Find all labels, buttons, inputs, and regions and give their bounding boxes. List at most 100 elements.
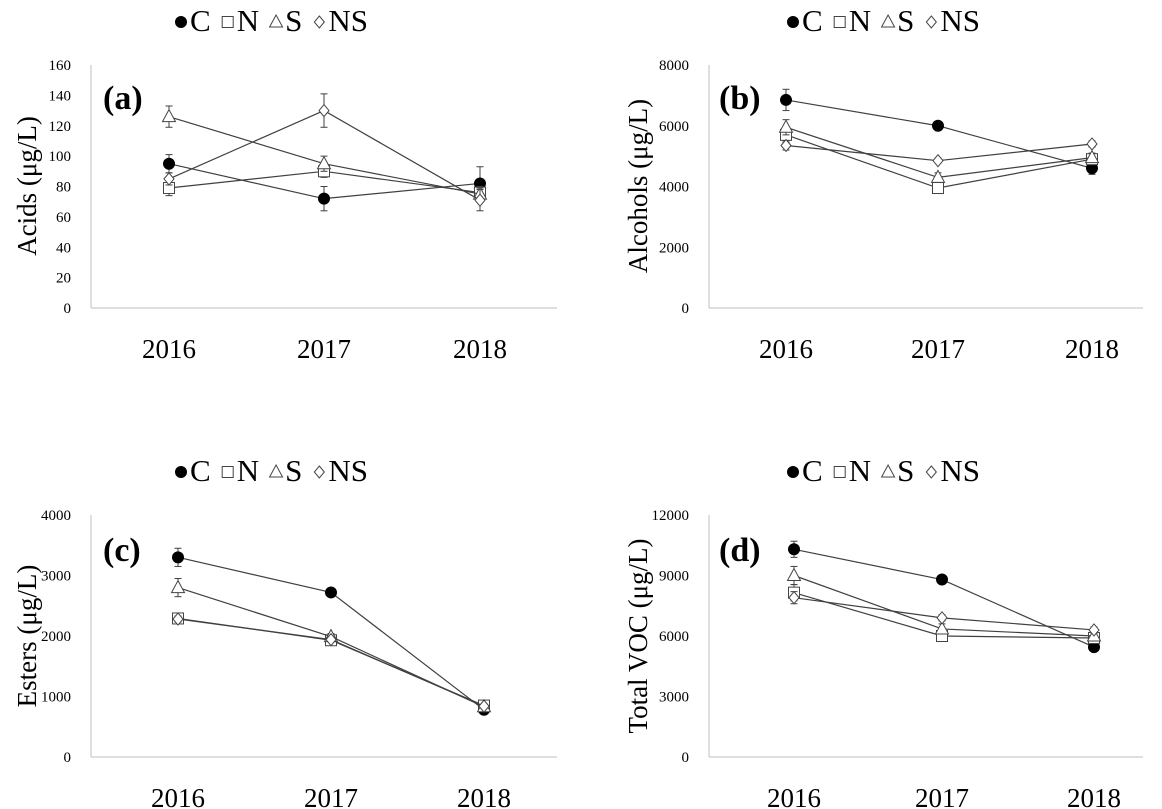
legend-marker	[221, 466, 234, 478]
legend-marker	[880, 13, 896, 28]
x-tick-label: 2018	[1065, 334, 1119, 364]
y-tick-label: 8000	[659, 58, 689, 74]
x-tick-label: 2018	[457, 783, 511, 809]
data-point	[172, 612, 184, 626]
legend: C N S NS	[175, 3, 368, 38]
legend-entry-ns: NS	[925, 453, 980, 488]
y-axis-label: Alcohols (μg/L)	[623, 99, 653, 273]
data-point	[934, 620, 950, 635]
legend-entry-ns: NS	[313, 3, 368, 38]
x-tick-label: 2016	[151, 783, 205, 809]
data-point	[788, 543, 800, 556]
series-line	[785, 126, 1093, 178]
y-tick-label: 1000	[41, 690, 71, 706]
data-point	[163, 157, 175, 170]
legend-entry-ns: NS	[925, 3, 980, 38]
data-point	[318, 103, 330, 118]
y-tick-label: 60	[56, 210, 71, 226]
legend-label: C	[190, 453, 211, 488]
legend-label: N	[849, 3, 871, 38]
y-tick-label: 6000	[659, 629, 689, 645]
data-point	[478, 699, 490, 713]
legend: C N S NS	[787, 453, 980, 488]
chart-panel-4: 0 3000 6000 9000 12000 2016 2017 2018 Total VOC …	[623, 453, 1143, 809]
legend-marker	[925, 465, 937, 479]
legend-marker	[833, 16, 846, 28]
legend-entry-n: N	[221, 3, 259, 38]
y-axis-label: Total VOC (μg/L)	[623, 538, 653, 733]
data-point	[316, 155, 332, 170]
chart-panel-1: 0 20 40 60 80 100 120 140 160 2016 2017 2018 Acids (…	[12, 3, 557, 364]
legend-entry-n: N	[833, 453, 871, 488]
series-c	[780, 88, 1098, 175]
x-tick-label: 2018	[453, 334, 507, 364]
legend-label: N	[849, 453, 871, 488]
legend-entry-s: S	[268, 453, 302, 488]
series-s	[161, 105, 488, 201]
legend-marker	[313, 15, 325, 29]
x-tick-label: 2016	[767, 783, 821, 809]
legend-label: S	[897, 3, 914, 38]
data-point	[932, 119, 944, 132]
legend-entry-s: S	[880, 3, 914, 38]
legend-entry-n: N	[221, 453, 259, 488]
series-s	[778, 119, 1100, 183]
y-tick-label: 0	[682, 301, 690, 317]
y-tick-label: 20	[56, 271, 71, 287]
data-point	[170, 579, 186, 594]
y-tick-label: 140	[49, 88, 72, 104]
data-point	[1084, 149, 1100, 164]
legend-marker	[833, 466, 846, 478]
legend-marker	[268, 13, 284, 28]
x-tick-label: 2017	[297, 334, 351, 364]
y-tick-label: 160	[49, 58, 72, 74]
legend-entry-s: S	[880, 453, 914, 488]
y-tick-label: 120	[49, 119, 72, 135]
data-point	[1086, 137, 1098, 151]
legend-label: NS	[940, 3, 980, 38]
data-point	[318, 192, 330, 205]
data-point	[788, 590, 800, 605]
legend-marker	[925, 15, 937, 29]
series-ns	[172, 612, 490, 713]
y-tick-label: 3000	[41, 569, 71, 585]
panel-label: (b)	[719, 80, 761, 117]
y-tick-label: 3000	[659, 690, 689, 706]
data-point	[778, 119, 794, 133]
legend-marker	[787, 16, 799, 28]
legend-entry-ns: NS	[313, 453, 368, 488]
data-point	[780, 138, 792, 153]
data-point	[932, 182, 944, 195]
y-axis-label: Acids (μg/L)	[12, 116, 42, 256]
legend-label: NS	[328, 3, 368, 38]
legend-entry-c: C	[787, 3, 823, 38]
x-tick-label: 2016	[142, 334, 196, 364]
y-tick-label: 0	[64, 301, 72, 317]
legend-entry-c: C	[175, 453, 211, 488]
x-tick-label: 2018	[1067, 783, 1121, 809]
legend-label: C	[190, 3, 211, 38]
panel-label: (c)	[103, 532, 141, 569]
data-point	[780, 93, 792, 106]
y-tick-label: 2000	[659, 240, 689, 256]
legend-entry-c: C	[787, 453, 823, 488]
series-ns	[780, 137, 1098, 168]
legend-label: S	[285, 453, 302, 488]
legend: C N S NS	[787, 3, 980, 38]
legend-marker	[221, 16, 234, 28]
legend-marker	[175, 466, 187, 478]
x-tick-label: 2016	[759, 334, 813, 364]
legend: C N S NS	[175, 453, 368, 488]
y-tick-label: 9000	[659, 569, 689, 585]
panel-label: (d)	[719, 532, 761, 569]
legend-entry-n: N	[833, 3, 871, 38]
legend-label: S	[285, 3, 302, 38]
data-point	[474, 193, 486, 207]
y-tick-label: 100	[49, 149, 72, 165]
data-point	[325, 586, 337, 599]
legend-label: C	[802, 453, 823, 488]
x-tick-label: 2017	[304, 783, 358, 809]
data-point	[172, 551, 184, 564]
series-line	[177, 587, 485, 708]
data-point	[930, 169, 946, 183]
